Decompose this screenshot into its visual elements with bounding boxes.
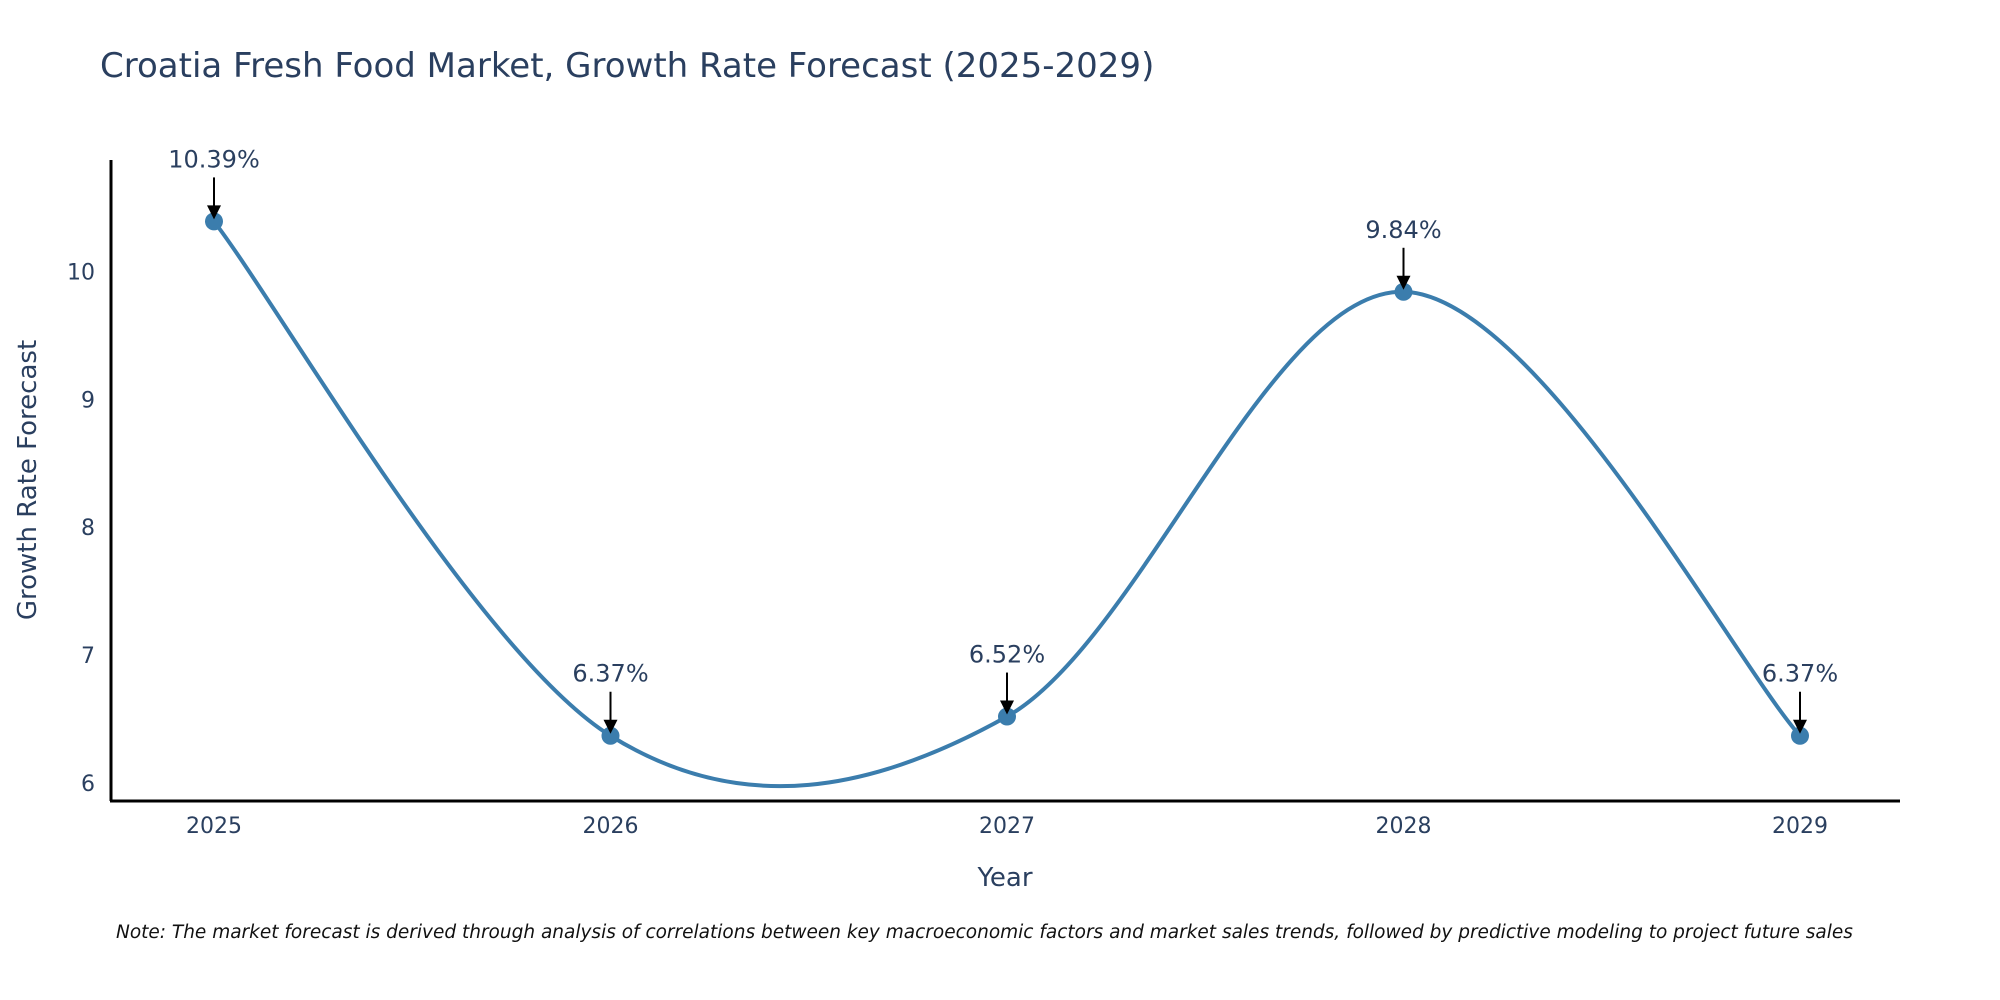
x-tick-label: 2028: [1376, 814, 1432, 839]
x-tick-label: 2025: [186, 814, 242, 839]
annotation-arrowhead: [1793, 719, 1807, 734]
x-axis-title: Year: [976, 863, 1032, 893]
footnote: Note: The market forecast is derived thr…: [116, 922, 1853, 943]
x-tick-label: 2026: [583, 814, 639, 839]
data-point: [1791, 726, 1809, 745]
data-point: [205, 212, 223, 231]
data-label: 9.84%: [1365, 216, 1441, 244]
annotation-arrowhead: [1396, 275, 1411, 290]
data-annotations: 10.39% 6.37% 6.52% 9.84% 6.37%: [168, 145, 1838, 734]
data-point: [1394, 282, 1413, 301]
chart-title: Croatia Fresh Food Market, Growth Rate F…: [100, 46, 1155, 86]
y-tick-label: 6: [81, 772, 95, 797]
annotation-arrowhead: [1000, 700, 1014, 715]
y-tick-label: 10: [67, 260, 95, 285]
x-axis-ticks: 2025 2026 2027 2028 2029: [186, 814, 1828, 839]
data-label: 6.37%: [572, 660, 648, 688]
x-tick-label: 2029: [1772, 814, 1828, 839]
y-tick-label: 8: [81, 516, 95, 541]
y-axis-ticks: 6 7 8 9 10: [67, 260, 95, 797]
x-tick-label: 2027: [979, 814, 1035, 839]
annotation-arrowhead: [207, 205, 221, 220]
data-label: 6.52%: [969, 641, 1045, 669]
data-point: [601, 726, 620, 745]
data-label: 6.37%: [1762, 660, 1838, 688]
data-point: [998, 707, 1016, 726]
data-markers: [205, 212, 1809, 745]
y-axis-title: Growth Rate Forecast: [13, 340, 43, 620]
y-tick-label: 9: [81, 388, 95, 413]
y-tick-label: 7: [81, 644, 95, 669]
series-line: [212, 220, 1802, 789]
annotation-arrowhead: [603, 719, 618, 734]
data-label: 10.39%: [168, 145, 260, 173]
